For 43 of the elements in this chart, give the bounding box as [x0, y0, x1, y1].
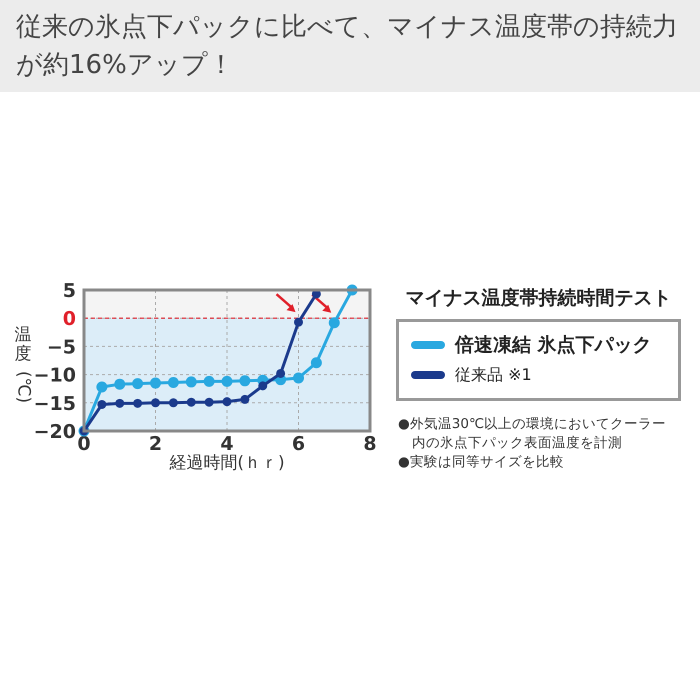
legend-title: マイナス温度帯持続時間テスト: [404, 286, 672, 311]
point: [258, 381, 268, 390]
point: [133, 398, 142, 408]
point: [186, 376, 197, 388]
point: [132, 378, 144, 390]
chart-title: 従来の氷点下パックに比べて、マイナス温度帯の持続力が約16%アップ！: [0, 0, 700, 92]
y-tick-label: −5: [46, 336, 76, 358]
x-tick-label: 8: [363, 433, 377, 455]
point: [97, 400, 106, 409]
y-tick-label: −15: [34, 392, 76, 415]
point: [310, 357, 322, 368]
point: [204, 398, 214, 407]
x-tick-label: 0: [77, 433, 91, 455]
y-tick-label: 0: [62, 308, 76, 330]
point: [204, 376, 215, 387]
legend-label: 従来品 ※1: [455, 364, 532, 386]
point: [186, 398, 196, 407]
point: [115, 398, 124, 408]
y-tick-label: 5: [62, 280, 76, 302]
point: [96, 382, 108, 393]
point: [114, 378, 126, 390]
point: [328, 317, 340, 328]
point: [168, 398, 178, 408]
point: [168, 376, 179, 388]
point: [240, 394, 250, 404]
point: [294, 318, 303, 327]
text: ●外気温30℃以上の環境においてクーラー内の氷点下パック表面温度を計測: [398, 415, 668, 453]
point: [276, 368, 286, 378]
x-tick-label: 2: [148, 433, 162, 455]
point: [222, 397, 232, 406]
x-tick-label: 4: [220, 433, 234, 455]
point: [239, 375, 250, 386]
y-tick-label: −10: [34, 364, 76, 387]
x-tick-label: 6: [292, 433, 306, 455]
point: [222, 376, 232, 387]
x-axis-title: 経過時間(ｈｒ): [168, 453, 285, 473]
text: ●実験は同等サイズを比較: [398, 453, 565, 472]
y-axis-title: 温度(℃): [12, 325, 34, 404]
point: [151, 398, 160, 408]
point: [150, 378, 161, 389]
legend-label: 倍速凍結 氷点下パック: [455, 333, 652, 358]
y-tick-label: −20: [34, 421, 76, 443]
point: [293, 372, 304, 384]
